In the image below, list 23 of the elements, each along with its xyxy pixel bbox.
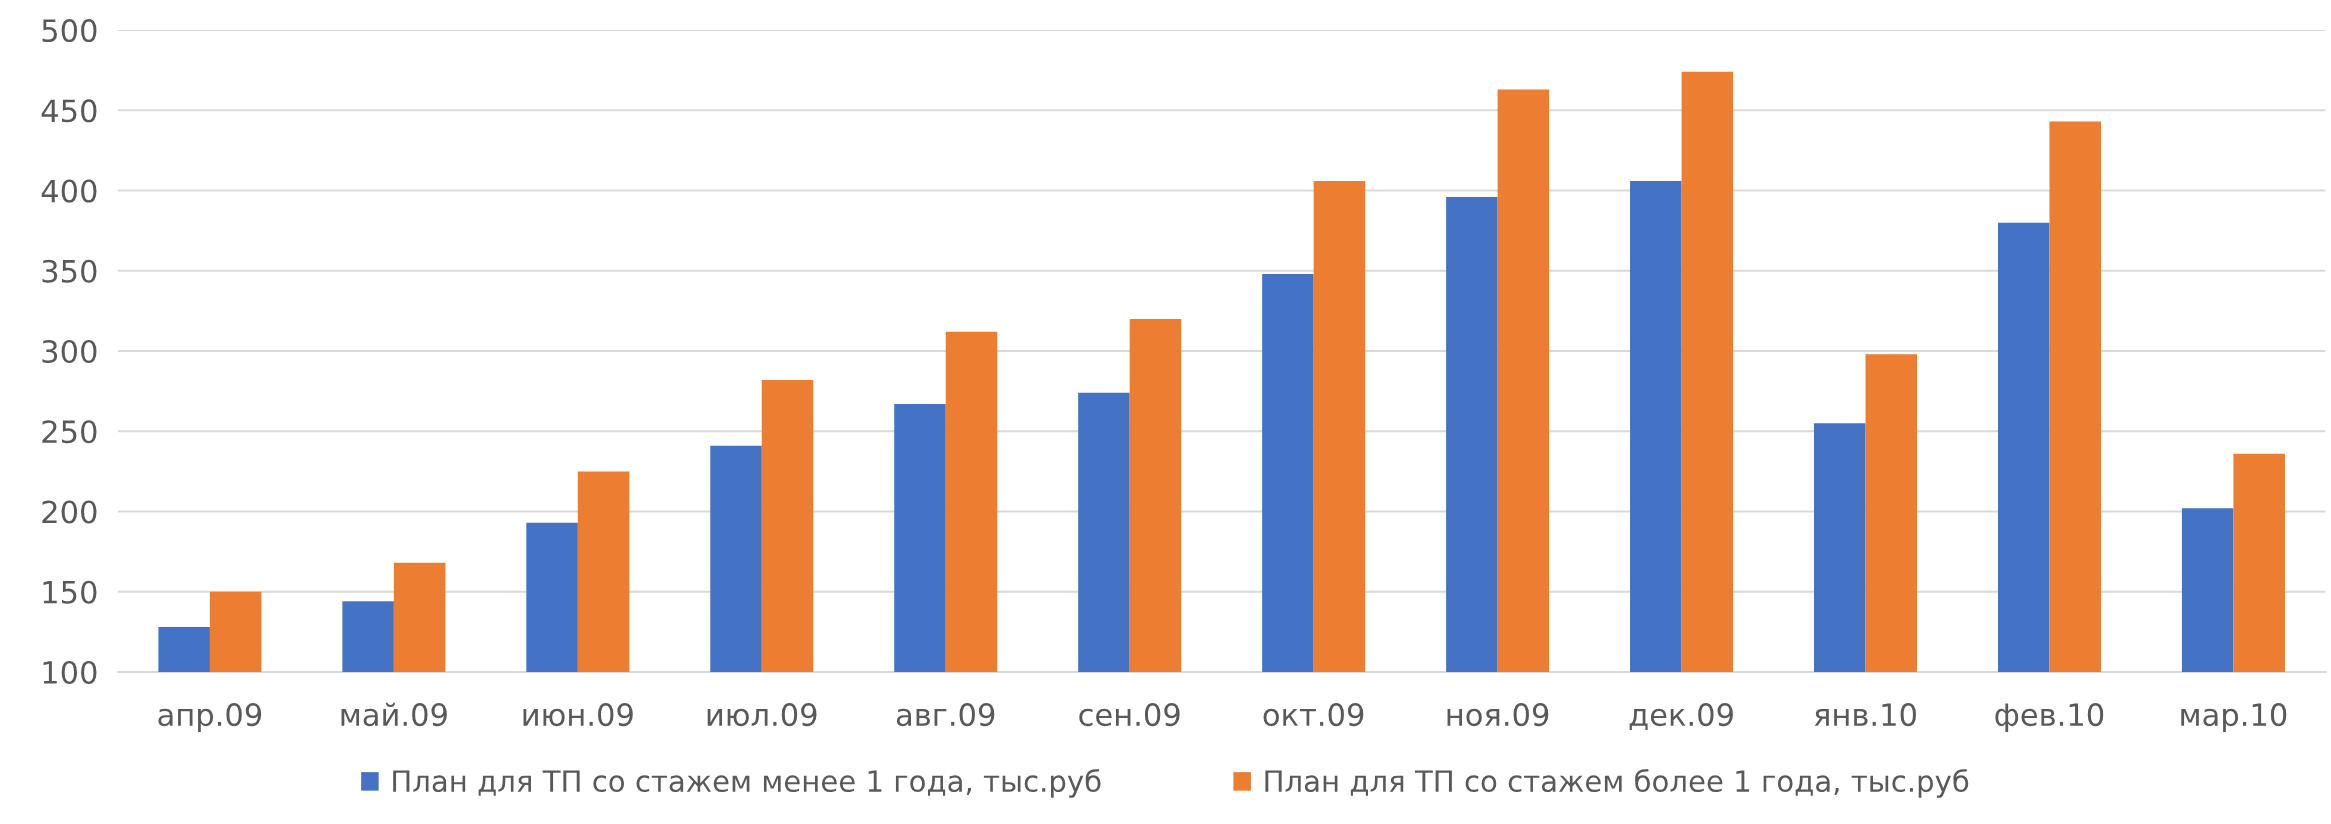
x-tick-label: апр.09 [158, 703, 262, 733]
x-tick-label: дек.09 [1629, 703, 1733, 730]
x-tick-label: фев.10 [1995, 703, 2104, 733]
x-tick-label: май.09 [341, 702, 447, 727]
x-tick-label: мар.10 [2181, 703, 2287, 733]
y-tick-label: 100 [43, 660, 97, 685]
y-tick-label: 500 [42, 19, 97, 43]
legend-label: План для ТП со стажем менее 1 года, тыс.руб [393, 769, 1101, 798]
x-tick-label: янв.10 [1814, 703, 1916, 727]
y-tick-label: 350 [42, 259, 97, 283]
x-tick-label: окт.09 [1263, 703, 1364, 727]
y-tick-label: 450 [41, 99, 97, 123]
y-tick-label: 200 [42, 500, 97, 524]
y-tick-label: 150 [43, 580, 97, 604]
x-tick-label: сен.09 [1079, 703, 1180, 727]
y-tick-label: 300 [42, 339, 97, 364]
x-tick-label: июн.09 [523, 703, 633, 727]
y-tick-label: 400 [41, 179, 97, 203]
y-tick-label: 250 [42, 420, 97, 444]
legend-label: План для ТП со стажем более 1 года, тыс.руб [1265, 769, 1969, 798]
x-tick-label: июл.09 [707, 703, 817, 727]
x-tick-label: авг.09 [896, 703, 995, 727]
x-tick-label: ноя.09 [1447, 703, 1549, 727]
